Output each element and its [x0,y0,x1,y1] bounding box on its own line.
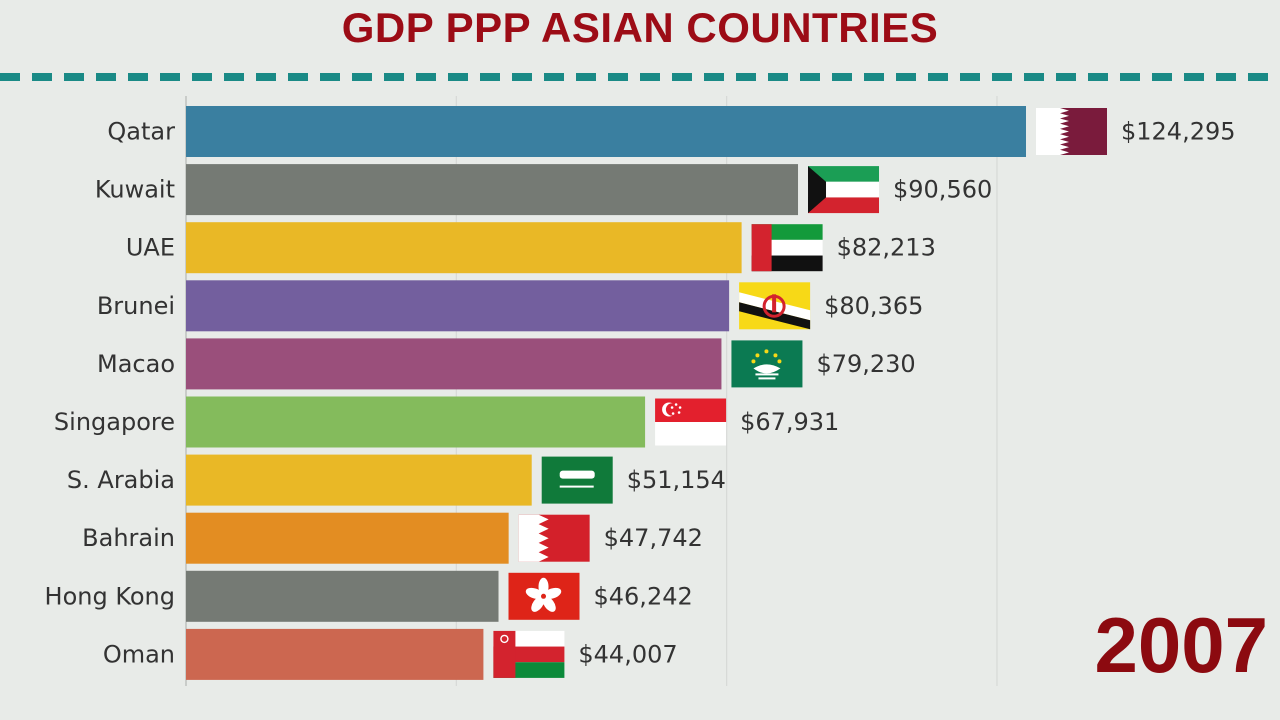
flag-part [531,596,545,612]
category-label: Bahrain [82,524,175,552]
flag-part [518,514,549,562]
flag-part [559,485,594,488]
value-label: $46,242 [594,582,693,610]
flag-part [755,373,779,376]
value-label: $82,213 [837,234,936,262]
category-label: Qatar [107,118,175,146]
bar-kuwait [186,164,799,216]
flag-part [731,340,803,388]
flag-part [764,349,769,354]
flag-part [559,470,595,479]
flag-part [677,411,681,414]
macao-flag [731,340,803,388]
flag-part [678,406,682,409]
category-label: Oman [103,640,175,668]
flag-part [665,403,679,416]
flag-part [655,422,727,446]
category-label: Hong Kong [45,582,175,610]
value-label: $79,230 [816,350,915,378]
qatar-flag [1036,108,1107,155]
bar-uae [186,222,742,274]
flag-part [808,197,880,214]
bahrain-flag [518,514,590,562]
value-label: $90,560 [893,176,992,204]
flag-part [670,406,674,409]
flag-part [758,377,776,380]
category-label: Brunei [97,292,175,320]
flag-part [542,596,556,612]
category-label: Kuwait [95,176,175,204]
category-label: S. Arabia [67,466,175,494]
flag-part [1060,108,1107,155]
category-label: UAE [126,234,175,262]
flag-part [751,224,772,272]
flag-part [541,593,547,599]
flag-part [493,630,516,678]
flag-part [674,403,678,406]
bar-macao [186,338,722,390]
flag-part [753,364,781,374]
year-label: 2007 [1094,601,1268,689]
flag-part [773,353,778,358]
dashed-divider [0,73,1280,81]
flag-part [777,359,782,364]
value-label: $124,295 [1121,118,1236,146]
hong-kong-flag [508,572,580,620]
flag-part [671,412,675,415]
bar-oman [186,628,484,680]
flag-part [541,456,613,504]
bar-singapore [186,396,646,448]
bar-hong-kong [186,570,499,622]
chart-title: GDP PPP ASIAN COUNTRIES [341,4,939,51]
value-label: $47,742 [604,524,703,552]
saudi-arabia-flag [541,456,613,504]
value-label: $51,154 [627,466,726,494]
flag-part [772,294,777,313]
value-label: $67,931 [740,408,839,436]
uae-flag [751,224,823,272]
oman-flag [493,630,565,678]
flag-part [808,166,880,182]
kuwait-flag [808,166,880,214]
bar-s-arabia [186,454,532,506]
flag-part [755,353,760,358]
singapore-flag [655,398,727,446]
value-label: $44,007 [578,640,677,668]
flag-part [808,166,827,214]
flag-part [543,587,562,599]
bar-brunei [186,280,730,332]
flag-part [538,577,549,596]
category-label: Singapore [54,408,175,436]
bar-bahrain [186,512,509,564]
value-label: $80,365 [824,292,923,320]
category-label: Macao [97,350,175,378]
brunei-flag [739,282,811,330]
flag-part [525,587,544,599]
flag-part [500,634,509,644]
bar-qatar [186,106,1026,157]
flag-part [751,359,756,364]
